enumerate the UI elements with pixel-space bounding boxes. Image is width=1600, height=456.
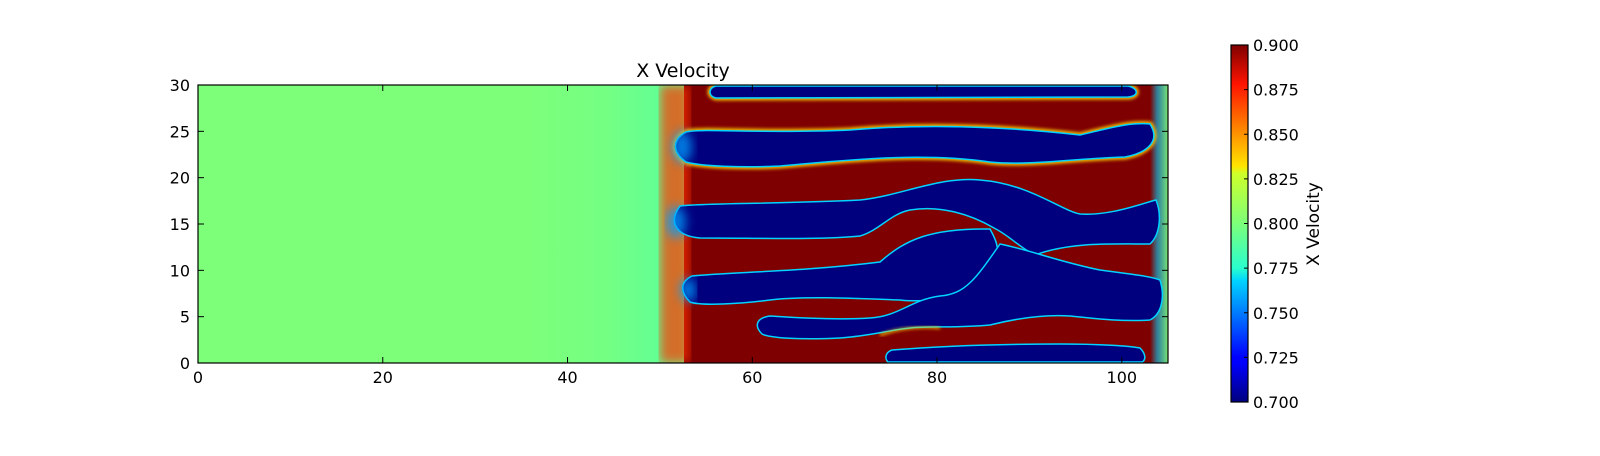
colorbar-tick-label-8: 0.900	[1253, 36, 1299, 55]
colorbar-tick-label-6: 0.850	[1253, 125, 1299, 144]
chart-title: X Velocity	[636, 60, 730, 82]
y-tick-label-6: 30	[170, 76, 190, 95]
y-tick-label-0: 0	[180, 354, 190, 373]
stripe-tip-3	[666, 206, 686, 238]
stripe-junction	[879, 326, 941, 336]
stripe-6	[885, 343, 1146, 363]
x-tick-label-3: 60	[742, 368, 762, 387]
heatmap-field	[198, 85, 1168, 363]
stripe-3	[673, 178, 1161, 256]
y-tick-label-2: 10	[170, 261, 190, 280]
stripe-tip-4	[680, 278, 696, 302]
y-axis: 0 5 10 15 20 25 30	[170, 76, 1168, 373]
y-tick-label-5: 25	[170, 122, 190, 141]
colorbar-tick-label-4: 0.800	[1253, 215, 1299, 234]
colorbar-tick-label-5: 0.825	[1253, 170, 1299, 189]
y-tick-label-1: 5	[180, 308, 190, 327]
stripe-2	[674, 122, 1155, 168]
colorbar-label: X Velocity	[1304, 182, 1324, 266]
y-tick-label-3: 15	[170, 215, 190, 234]
colorbar-tick-label-1: 0.725	[1253, 348, 1299, 367]
stripe-tip-2	[672, 131, 692, 163]
colorbar-tick-label-0: 0.700	[1253, 393, 1299, 412]
colorbar-tick-label-2: 0.750	[1253, 304, 1299, 323]
x-tick-label-1: 20	[373, 368, 393, 387]
x-axis: 0 20 40 60 80 100	[193, 85, 1137, 387]
low-value-stripes	[666, 85, 1164, 363]
colorbar-tick-label-3: 0.775	[1253, 259, 1299, 278]
x-tick-label-0: 0	[193, 368, 203, 387]
colorbar-ticks: 0.700 0.725 0.750 0.775 0.800 0.825 0.850 0.875…	[1244, 36, 1299, 412]
x-tick-label-4: 80	[927, 368, 947, 387]
y-tick-label-4: 20	[170, 169, 190, 188]
stripe-1	[709, 85, 1137, 99]
colorbar-tick-label-7: 0.875	[1253, 81, 1299, 100]
x-tick-label-5: 100	[1107, 368, 1138, 387]
x-tick-label-2: 40	[557, 368, 577, 387]
